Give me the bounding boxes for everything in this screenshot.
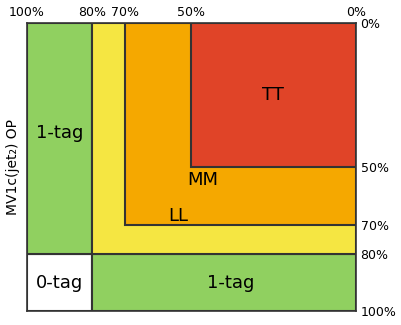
Bar xyxy=(92,23,355,254)
Text: LL: LL xyxy=(168,207,188,226)
Bar xyxy=(190,23,355,167)
Text: 1-tag: 1-tag xyxy=(36,124,83,142)
Bar xyxy=(125,23,355,225)
Text: TT: TT xyxy=(262,86,284,104)
Bar xyxy=(92,254,355,311)
Text: 0-tag: 0-tag xyxy=(36,274,83,292)
Y-axis label: MV1c(jet₂) OP: MV1c(jet₂) OP xyxy=(6,119,20,215)
Text: MM: MM xyxy=(186,171,218,189)
Bar xyxy=(26,23,92,254)
Bar xyxy=(26,254,92,311)
Text: 1-tag: 1-tag xyxy=(207,274,254,292)
